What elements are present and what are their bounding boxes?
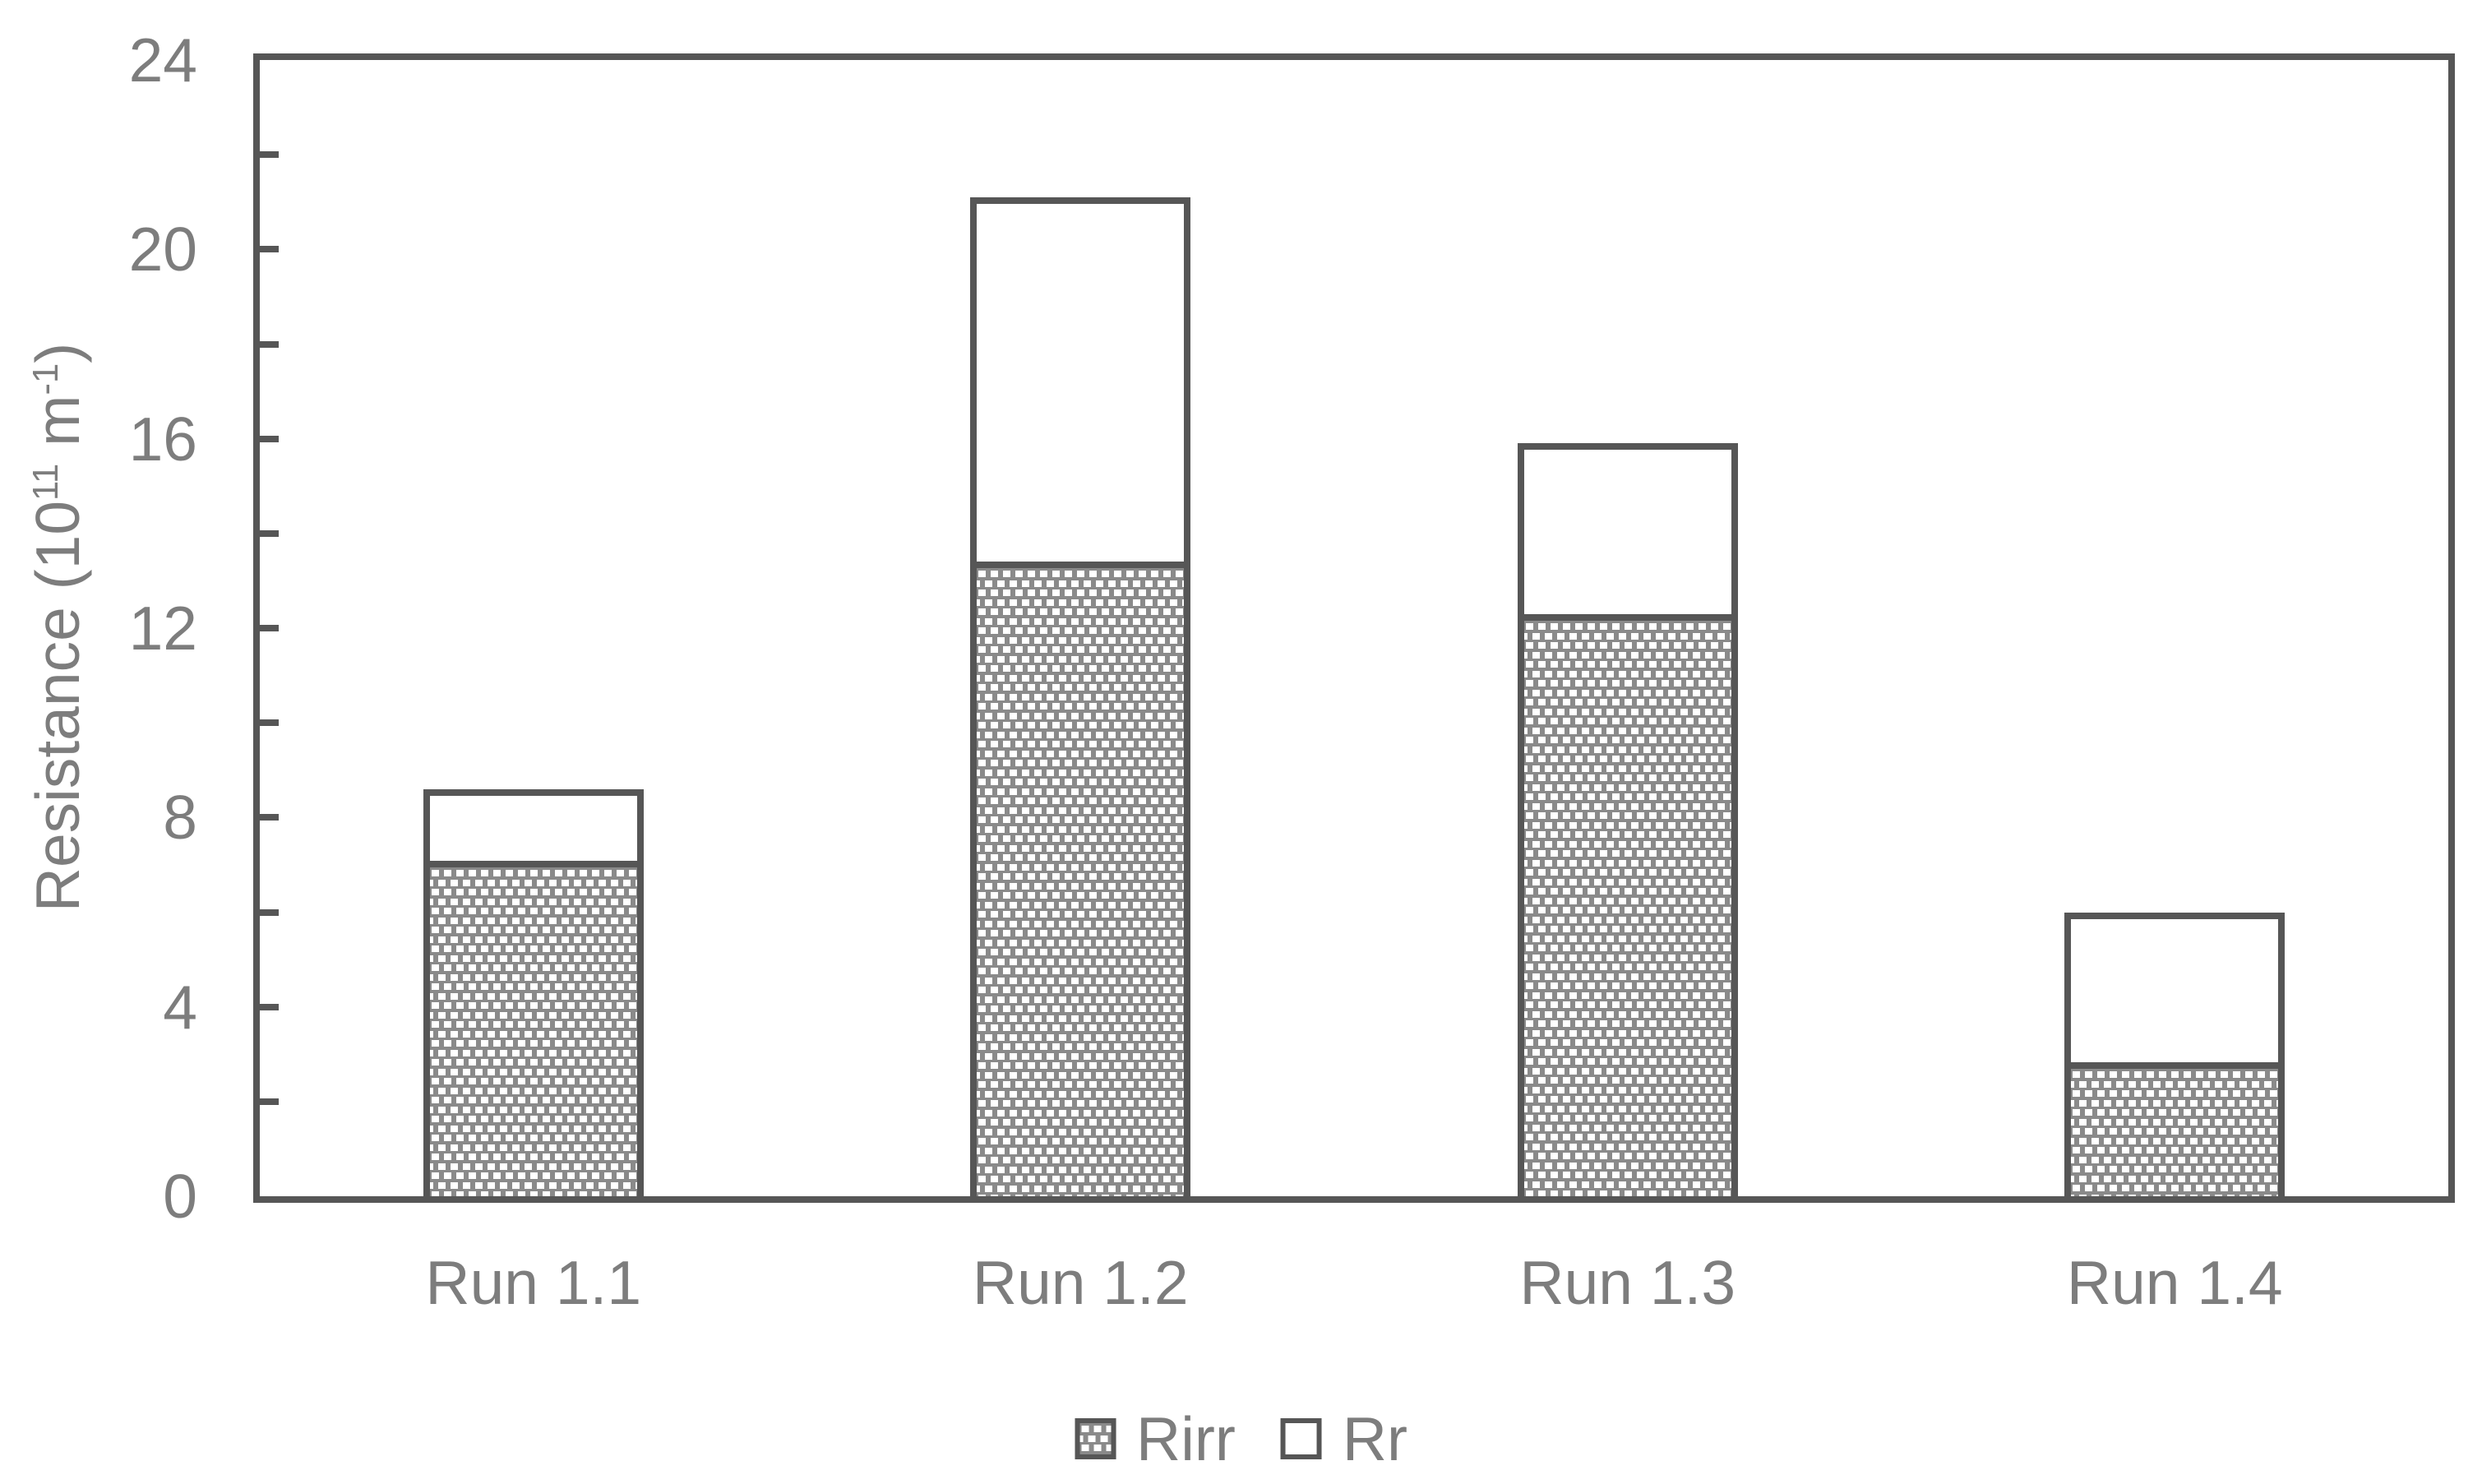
y-axis-minor-tick bbox=[260, 908, 279, 916]
y-axis-title-suffix: ) bbox=[23, 342, 92, 363]
y-axis-minor-tick bbox=[260, 435, 279, 442]
legend-swatch-rirr-pattern bbox=[1075, 1418, 1116, 1459]
legend-label-rr: Rr bbox=[1342, 1404, 1407, 1473]
y-axis-minor-tick bbox=[260, 1098, 279, 1105]
y-axis-tick-label: 4 bbox=[163, 972, 197, 1042]
x-axis-category-label: Run 1.2 bbox=[972, 1248, 1189, 1317]
y-axis-minor-tick bbox=[260, 625, 279, 631]
stacked-bar-run-1.3 bbox=[1517, 443, 1738, 1196]
bar-segment-rirr bbox=[1523, 614, 1731, 1196]
y-axis-tick-label: 24 bbox=[128, 25, 197, 95]
plot-area bbox=[253, 53, 2455, 1203]
x-axis-category-label: Run 1.1 bbox=[425, 1248, 642, 1317]
y-axis-tick-label: 8 bbox=[163, 783, 197, 853]
y-axis-minor-tick bbox=[260, 246, 279, 253]
y-axis-tick-label: 12 bbox=[128, 594, 197, 663]
legend-label-rirr: Rirr bbox=[1136, 1404, 1236, 1473]
x-axis-category-label: Run 1.3 bbox=[1519, 1248, 1736, 1317]
bar-segment-rirr bbox=[977, 561, 1185, 1196]
legend-entry-rirr: Rirr bbox=[1075, 1408, 1236, 1470]
y-axis-minor-tick bbox=[260, 340, 279, 348]
legend-entry-rr: Rr bbox=[1280, 1404, 1407, 1473]
y-axis-minor-tick bbox=[260, 1003, 279, 1010]
y-axis-minor-tick bbox=[260, 719, 279, 727]
bar-segment-rr bbox=[1523, 450, 1731, 615]
y-axis-title-exponent2: -1 bbox=[26, 363, 66, 395]
y-axis-minor-tick bbox=[260, 151, 279, 159]
bar-segment-rr bbox=[429, 795, 637, 862]
stacked-bar-run-1.4 bbox=[2064, 912, 2286, 1196]
y-axis-title-prefix: Resistance (10 bbox=[23, 500, 92, 913]
y-axis-tick-label: 20 bbox=[128, 215, 197, 284]
bar-segment-rirr bbox=[429, 861, 637, 1196]
y-axis-tick-label: 16 bbox=[128, 404, 197, 474]
bar-segment-rirr bbox=[2071, 1061, 2279, 1196]
y-axis-minor-tick bbox=[260, 529, 279, 537]
stacked-bar-run-1.1 bbox=[423, 788, 644, 1196]
bar-segment-rr bbox=[2071, 918, 2279, 1062]
legend-swatch-rr-white bbox=[1280, 1418, 1322, 1459]
y-axis-minor-tick bbox=[260, 814, 279, 821]
y-axis-tick-label: 0 bbox=[163, 1162, 197, 1231]
stacked-bar-run-1.2 bbox=[970, 197, 1191, 1196]
x-axis-category-label: Run 1.4 bbox=[2066, 1248, 2283, 1317]
legend: Rirr Rr bbox=[1075, 1408, 1407, 1470]
bar-segment-rr bbox=[977, 204, 1185, 562]
